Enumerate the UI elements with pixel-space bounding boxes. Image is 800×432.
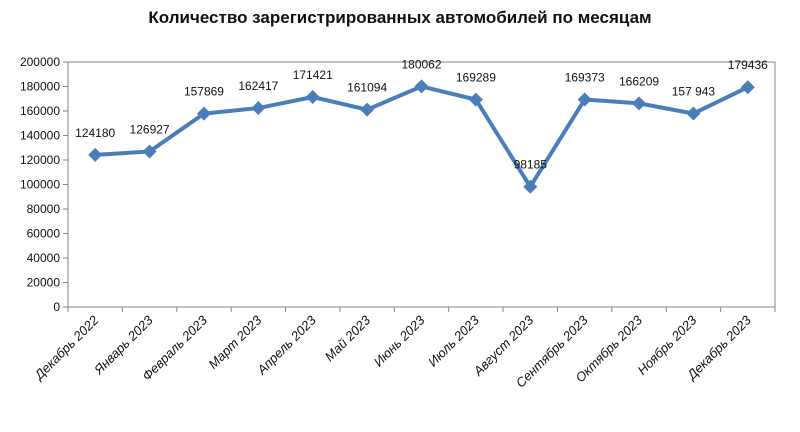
data-label: 180062: [401, 57, 441, 71]
y-tick-label: 160000: [20, 104, 60, 118]
data-label: 124180: [75, 126, 115, 140]
chart-title: Количество зарегистрированных автомобиле…: [148, 8, 652, 27]
data-point-marker: [632, 96, 647, 111]
data-label: 169373: [565, 71, 605, 85]
data-label: 162417: [238, 79, 278, 93]
data-point-marker: [414, 79, 429, 94]
data-label: 157 943: [672, 85, 716, 99]
y-tick-label: 120000: [20, 153, 60, 167]
y-tick-label: 60000: [27, 227, 61, 241]
data-label: 169289: [456, 71, 496, 85]
y-tick-label: 40000: [27, 251, 61, 265]
data-point-marker: [577, 92, 592, 107]
data-point-marker: [468, 92, 483, 107]
data-label: 179436: [728, 58, 768, 72]
data-point-marker: [88, 147, 103, 162]
data-label: 157869: [184, 85, 224, 99]
data-point-marker: [196, 106, 211, 121]
y-tick-label: 20000: [27, 276, 61, 290]
y-tick-label: 0: [53, 300, 60, 314]
x-tick-label: Март 2023: [205, 312, 265, 372]
data-point-marker: [142, 144, 157, 159]
data-point-marker: [360, 102, 375, 117]
y-tick-label: 140000: [20, 129, 60, 143]
y-tick-label: 180000: [20, 80, 60, 94]
x-tick-label: Июнь 2023: [371, 312, 429, 370]
plot-area: [67, 61, 776, 308]
data-label: 98185: [514, 158, 548, 172]
y-tick-label: 80000: [27, 202, 61, 216]
data-label: 166209: [619, 74, 659, 88]
data-point-marker: [740, 80, 755, 95]
x-tick-label: Июль 2023: [425, 312, 482, 369]
data-point-marker: [305, 90, 320, 105]
data-point-marker: [686, 106, 701, 121]
x-tick-label: Декабрь 2022: [30, 312, 102, 384]
x-tick-label: Апрель 2023: [253, 312, 319, 378]
data-label: 161094: [347, 81, 387, 95]
data-point-marker: [523, 179, 538, 194]
series-line: [95, 84, 749, 189]
y-tick-label: 100000: [20, 178, 60, 192]
y-tick-label: 200000: [20, 55, 60, 69]
x-tick-label: Май 2023: [322, 312, 374, 364]
data-label: 126927: [130, 123, 170, 137]
data-point-marker: [251, 101, 266, 116]
data-label: 171421: [293, 68, 333, 82]
